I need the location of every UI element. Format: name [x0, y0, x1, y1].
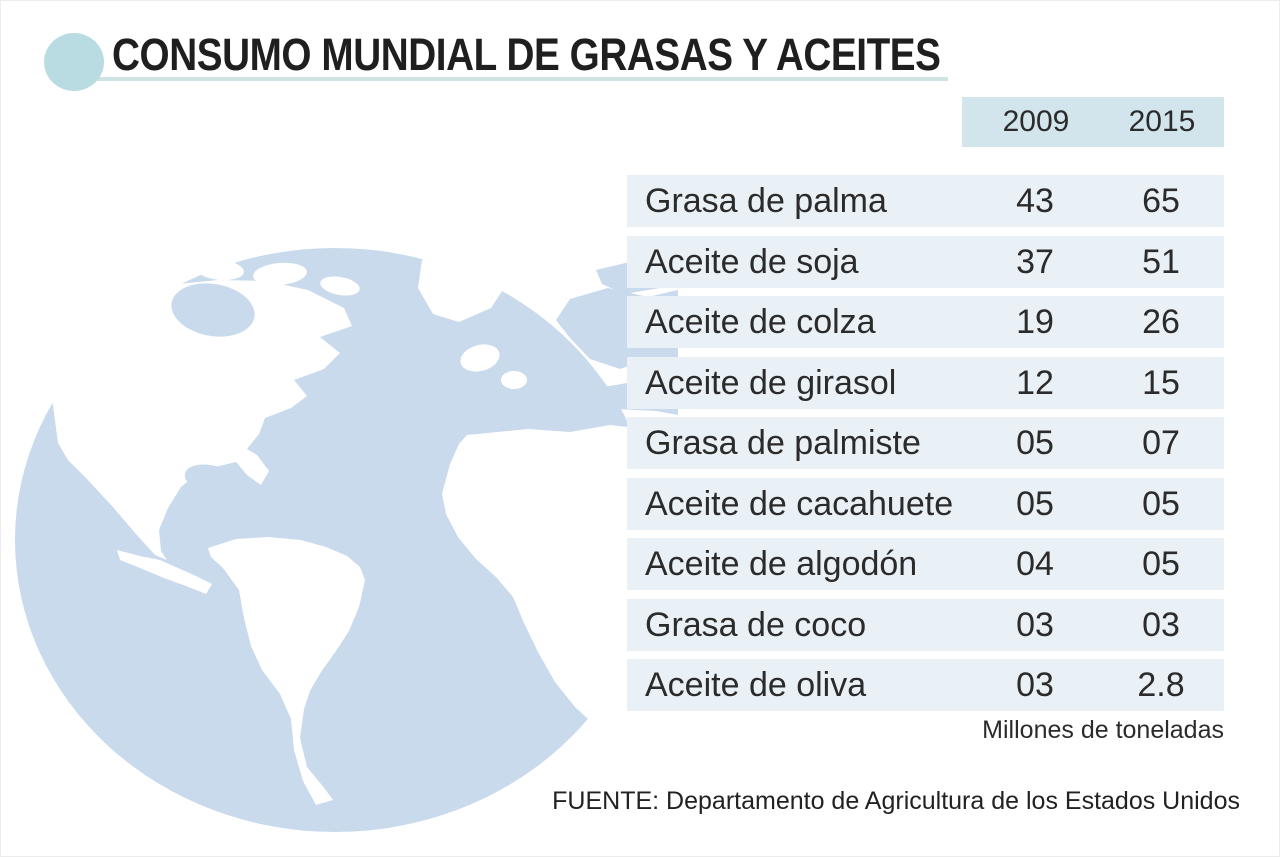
south-america-landmass [208, 537, 365, 805]
row-value-2015: 05 [1142, 545, 1180, 583]
row-value-2015: 07 [1142, 424, 1180, 462]
row-label: Grasa de palma [645, 182, 887, 220]
north-america-landmass [52, 280, 352, 560]
row-label: Grasa de palmiste [645, 424, 921, 462]
row-value-2015: 65 [1142, 182, 1180, 220]
title-underline [85, 77, 948, 81]
arctic-island [196, 259, 244, 281]
unit-note: Millones de toneladas [982, 716, 1224, 744]
source-attribution: FUENTE: Departamento de Agricultura de l… [552, 787, 1240, 815]
mediterranean-sea [470, 379, 678, 419]
title-bullet-circle [44, 33, 104, 91]
row-label: Aceite de cacahuete [645, 484, 954, 523]
table-row: Aceite de oliva 03 2.8 [627, 659, 1224, 711]
table-row: Grasa de palma 43 65 [627, 175, 1224, 227]
row-label: Aceite de algodón [645, 545, 918, 583]
table-row: Aceite de algodón 04 05 [627, 538, 1224, 590]
table-row: Aceite de cacahuete 05 05 [627, 477, 1224, 530]
row-label: Aceite de colza [645, 303, 876, 341]
table-column-headers: 2009 2015 [962, 97, 1224, 147]
arctic-island [253, 262, 307, 286]
row-value-2015: 05 [1142, 484, 1180, 523]
british-isles [460, 344, 500, 372]
greenland-landmass [418, 250, 508, 322]
row-value-2009: 05 [1016, 484, 1054, 523]
table-row: Grasa de coco 03 03 [627, 598, 1224, 651]
table-row: Aceite de girasol 12 15 [627, 356, 1224, 409]
row-value-2015: 03 [1142, 605, 1180, 644]
row-value-2009: 37 [1016, 242, 1054, 281]
row-value-2009: 03 [1016, 605, 1054, 644]
world-map-graphic [15, 248, 678, 832]
central-america-landmass [117, 550, 212, 594]
gulf-of-mexico [184, 464, 244, 498]
table-row: Aceite de soja 37 51 [627, 235, 1224, 288]
row-value-2015: 2.8 [1137, 666, 1185, 704]
consumption-table: Grasa de palma 43 65 Aceite de soja 37 5… [627, 175, 1224, 711]
row-value-2009: 19 [1016, 303, 1054, 341]
row-label: Aceite de oliva [645, 666, 867, 704]
row-value-2009: 05 [1016, 424, 1054, 462]
row-value-2009: 04 [1016, 545, 1054, 583]
column-header-2015: 2015 [1128, 105, 1196, 138]
arctic-island [128, 265, 188, 291]
row-value-2015: 51 [1142, 242, 1180, 281]
arctic-island [110, 286, 142, 306]
row-value-2009: 12 [1016, 363, 1054, 402]
page-title: CONSUMO MUNDIAL DE GRASAS Y ACEITES [112, 29, 941, 80]
column-header-2009: 2009 [1002, 105, 1070, 138]
table-row: Aceite de colza 19 26 [627, 296, 1224, 348]
row-value-2009: 43 [1016, 182, 1054, 220]
row-label: Aceite de soja [645, 242, 859, 281]
row-label: Grasa de coco [645, 605, 867, 644]
arctic-island [320, 276, 360, 296]
atlantic-island [501, 371, 527, 389]
row-value-2009: 03 [1016, 666, 1054, 704]
row-value-2015: 26 [1142, 303, 1180, 341]
row-label: Aceite de girasol [645, 363, 897, 402]
row-value-2015: 15 [1142, 363, 1180, 402]
table-row: Grasa de palmiste 05 07 [627, 417, 1224, 469]
africa-landmass [442, 425, 678, 798]
hudson-bay [171, 283, 255, 337]
